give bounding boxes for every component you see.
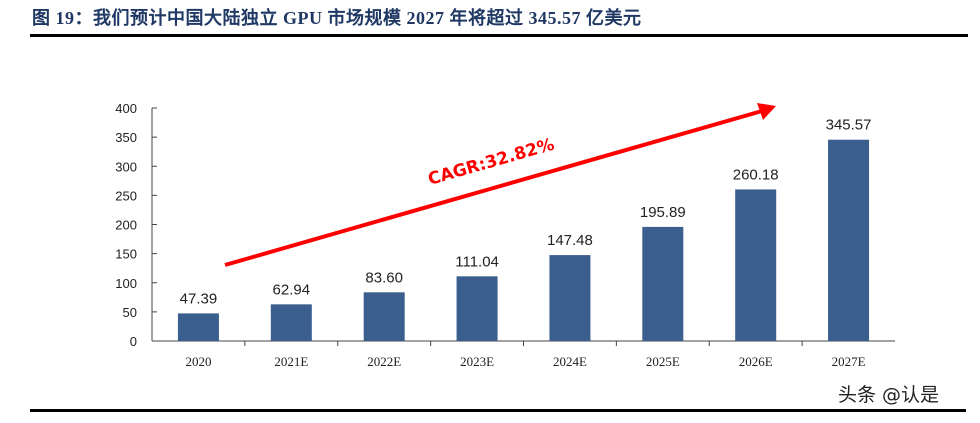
data-label: 47.39 <box>180 290 218 307</box>
x-tick-label: 2024E <box>553 354 587 369</box>
bar-2024E <box>549 255 591 341</box>
data-label: 111.04 <box>455 253 499 270</box>
bar-2020 <box>177 313 219 341</box>
x-tick-label: 2021E <box>274 354 308 369</box>
x-tick-label: 2023E <box>460 354 494 369</box>
y-tick-label: 0 <box>130 334 137 349</box>
cagr-label: CAGR:32.82% <box>426 135 557 190</box>
y-tick-label: 200 <box>115 218 137 233</box>
x-tick-label: 2026E <box>739 354 773 369</box>
bar-2021E <box>270 304 312 341</box>
data-label: 83.60 <box>365 269 403 286</box>
x-tick-label: 2025E <box>646 354 680 369</box>
bar-2027E <box>828 139 870 341</box>
y-tick-label: 300 <box>115 159 137 174</box>
y-tick-label: 400 <box>115 101 137 116</box>
bar-2026E <box>735 189 777 341</box>
bar-2025E <box>642 226 684 341</box>
data-label: 195.89 <box>640 204 686 221</box>
bar-2023E <box>456 276 498 341</box>
x-tick-label: 2022E <box>367 354 401 369</box>
y-tick-label: 100 <box>115 276 137 291</box>
y-tick-label: 150 <box>115 247 137 262</box>
data-label: 147.48 <box>547 232 593 249</box>
data-label: 345.57 <box>826 117 872 134</box>
x-tick-label: 2020 <box>185 354 211 369</box>
cagr-arrow-line <box>224 109 763 267</box>
watermark: 头条 @认是 <box>838 384 940 406</box>
y-tick-label: 50 <box>123 305 137 320</box>
y-tick-label: 350 <box>115 130 137 145</box>
x-tick-label: 2027E <box>832 354 866 369</box>
y-tick-label: 250 <box>115 188 137 203</box>
cagr-arrow-head <box>757 103 776 120</box>
figure-title: 图 19：我们预计中国大陆独立 GPU 市场规模 2027 年将超过 345.5… <box>32 8 642 28</box>
title-rule <box>30 34 968 37</box>
bar-2022E <box>363 292 405 341</box>
data-label: 260.18 <box>733 166 779 183</box>
data-label: 62.94 <box>273 281 311 298</box>
bottom-rule <box>30 409 966 412</box>
